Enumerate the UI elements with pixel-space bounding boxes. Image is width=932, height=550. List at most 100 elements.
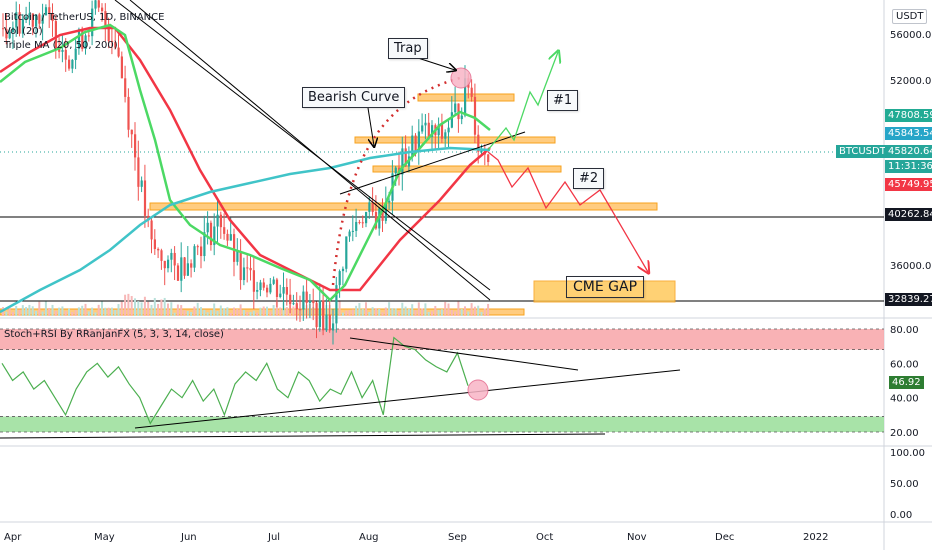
x-axis-label: Jun bbox=[180, 532, 197, 543]
price-candle-body bbox=[2, 28, 5, 30]
volume-bar bbox=[167, 303, 169, 316]
volume-bar bbox=[209, 310, 212, 316]
volume-bar bbox=[411, 304, 414, 316]
volume-bar bbox=[292, 306, 295, 316]
volume-bar bbox=[94, 312, 97, 316]
price-candle-body bbox=[35, 14, 38, 27]
volume-bar bbox=[216, 311, 219, 316]
stoch-rsi-title: Stoch+RSI By RRanjanFX (5, 3, 3, 14, clo… bbox=[4, 329, 224, 340]
stoch-resistance-trendline bbox=[349, 337, 579, 371]
volume-bar bbox=[470, 303, 473, 316]
x-axis-label: 2022 bbox=[803, 532, 828, 543]
price-candle-body bbox=[209, 222, 213, 246]
volume-bar bbox=[219, 305, 222, 316]
stoch-oversold-band bbox=[0, 416, 884, 432]
price-candle-body bbox=[38, 14, 41, 24]
ma50-line bbox=[0, 26, 491, 292]
stoch-tick-label: 40.00 bbox=[890, 394, 919, 405]
volume-bar bbox=[431, 311, 433, 316]
price-candle-body bbox=[193, 246, 196, 268]
price-candle-body bbox=[94, 0, 97, 9]
price-candle-body bbox=[384, 202, 387, 221]
price-candle-body bbox=[51, 13, 54, 22]
volume-bar bbox=[348, 310, 351, 316]
price-candle-body bbox=[110, 40, 114, 43]
price-tick-label: 56000.00 bbox=[890, 30, 932, 41]
stoch-value-tag: 46.92 bbox=[889, 376, 924, 389]
price-candle-body bbox=[457, 103, 460, 120]
price-candle-body bbox=[219, 214, 222, 228]
volume-bar bbox=[117, 304, 120, 316]
volume-bar bbox=[190, 312, 193, 316]
symbol-tag: BTCUSDT bbox=[836, 145, 889, 158]
chart-title: Bitcoin / TetherUS, 1D, BINANCE bbox=[4, 12, 165, 23]
volume-bar bbox=[401, 302, 404, 316]
volume-bar bbox=[464, 306, 466, 316]
price-candle-body bbox=[74, 48, 77, 60]
price-candle-body bbox=[97, 0, 100, 8]
price-candle-body bbox=[120, 56, 123, 79]
price-candle-body bbox=[186, 263, 189, 276]
price-candle-body bbox=[242, 267, 246, 281]
volume-bar bbox=[157, 303, 160, 316]
trap-circle-marker bbox=[450, 67, 472, 89]
price-candle-body bbox=[252, 270, 255, 292]
currency-button[interactable]: USDT bbox=[892, 9, 928, 24]
volume-bar bbox=[18, 309, 21, 316]
volume-bar bbox=[127, 293, 130, 316]
price-candle-body bbox=[127, 96, 130, 130]
price-candle-body bbox=[216, 214, 219, 227]
volume-bar bbox=[256, 312, 259, 316]
volume-bar bbox=[124, 294, 127, 316]
price-candle-body bbox=[444, 132, 447, 139]
bearish-curve-arrow bbox=[367, 107, 374, 146]
price-candle-body bbox=[272, 279, 275, 284]
resistance-zone bbox=[149, 202, 658, 211]
x-axis-label: Jul bbox=[267, 532, 280, 543]
price-candle-body bbox=[91, 8, 94, 37]
price-candle-body bbox=[203, 232, 206, 257]
volume-bar bbox=[417, 302, 420, 316]
price-candle-body bbox=[236, 251, 239, 262]
price-candle-body bbox=[447, 127, 450, 133]
price-candle-body bbox=[315, 303, 318, 328]
price-candle-body bbox=[454, 103, 457, 113]
volume-bar bbox=[374, 308, 377, 316]
price-candle-body bbox=[262, 282, 265, 288]
volume-bar bbox=[74, 310, 77, 316]
price-candle-body bbox=[487, 154, 490, 162]
volume-bar bbox=[203, 309, 206, 316]
price-candle-body bbox=[328, 314, 331, 331]
price-candle-body bbox=[318, 300, 321, 328]
price-candle-body bbox=[351, 230, 354, 232]
price-candle-body bbox=[358, 221, 361, 223]
price-candle-body bbox=[157, 248, 160, 251]
volume-bar bbox=[35, 310, 37, 316]
volume-bar bbox=[160, 299, 163, 316]
descending-trendline-2 bbox=[129, 0, 491, 301]
price-candle-body bbox=[348, 231, 351, 237]
price-candle-body bbox=[170, 252, 173, 260]
volume-bar bbox=[107, 307, 110, 316]
volume-bar bbox=[351, 309, 354, 316]
price-candle-body bbox=[266, 287, 269, 293]
stoch-support-trendline bbox=[134, 369, 681, 429]
volume-bar bbox=[262, 306, 265, 316]
scenario-2-path bbox=[487, 151, 648, 272]
price-candle-body bbox=[8, 32, 11, 39]
volume-bar bbox=[391, 308, 394, 316]
volume-bar bbox=[15, 305, 18, 316]
price-candle-body bbox=[11, 27, 15, 33]
volume-bar bbox=[407, 308, 410, 316]
x-axis-label: Apr bbox=[4, 532, 22, 543]
volume-bar bbox=[180, 305, 183, 316]
volume-bar bbox=[11, 312, 14, 316]
price-candle-body bbox=[81, 29, 84, 49]
price-candle-body bbox=[206, 222, 209, 233]
volume-bar bbox=[259, 307, 262, 316]
volume-bar bbox=[68, 308, 70, 316]
price-candle-body bbox=[312, 300, 315, 304]
volume-bar bbox=[246, 312, 249, 316]
volume-bar bbox=[266, 306, 268, 316]
